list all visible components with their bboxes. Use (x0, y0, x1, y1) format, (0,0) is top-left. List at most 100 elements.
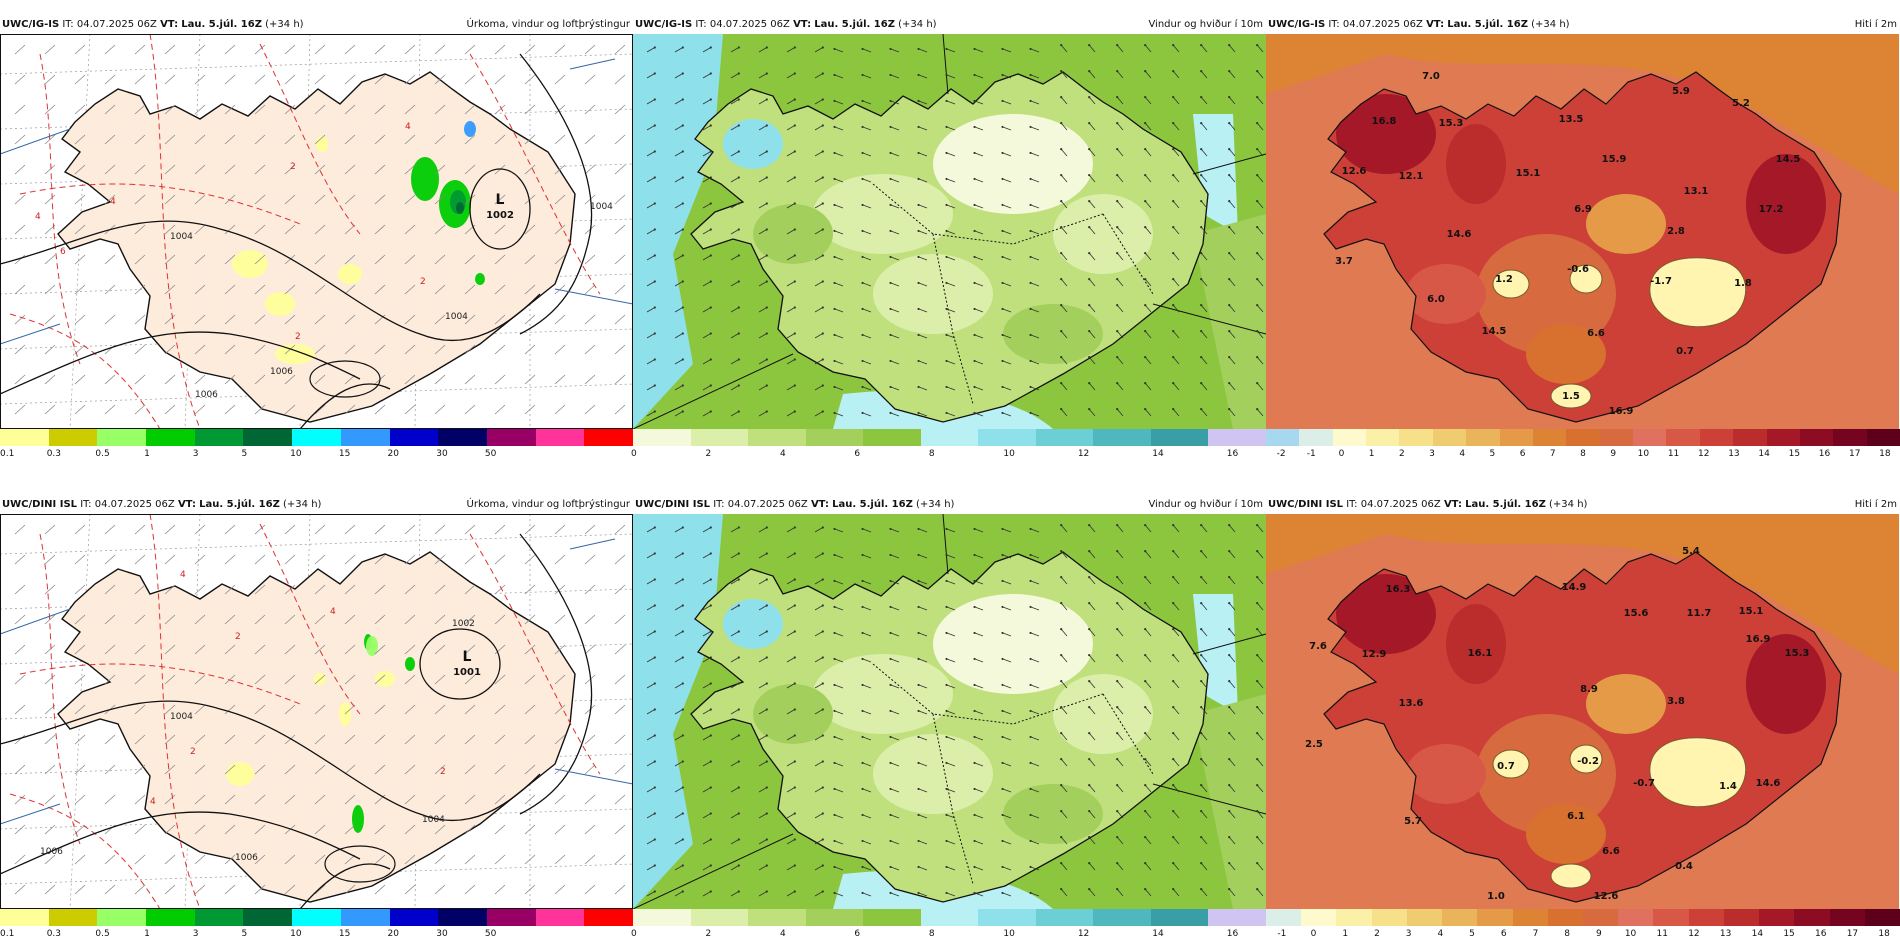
wind-barb (524, 164, 536, 175)
wind-arrow (1200, 706, 1208, 715)
wind-arrow (1002, 892, 1012, 897)
wind-barb (134, 344, 146, 355)
wind-speed-area (1053, 194, 1153, 274)
wind-barb (134, 224, 146, 235)
wind-arrow (1200, 96, 1208, 105)
wind-speed-area (813, 174, 953, 254)
temperature-contour (259, 43, 361, 235)
precip-area (475, 273, 485, 285)
wind-speed-area (1053, 674, 1153, 754)
wind-arrow (786, 553, 795, 559)
wind-arrow (1172, 654, 1180, 663)
wind-barb (494, 884, 506, 895)
wind-arrow (1172, 408, 1180, 417)
colorbar-tick-label: 1 (144, 449, 150, 459)
wind-arrow (946, 606, 956, 611)
wind-arrow (1088, 70, 1096, 79)
cold-glacier-area (1492, 749, 1530, 779)
wind-arrow-head (681, 72, 684, 75)
wind-arrow (730, 553, 739, 559)
colorbar-swatch (1399, 429, 1434, 446)
wind-barb (14, 824, 26, 835)
panel-meta: UWC/IG-IS IT: 04.07.2025 06Z VT: Lau. 5.… (1268, 17, 1570, 33)
wind-arrow (1116, 252, 1124, 261)
wind-barb (464, 44, 476, 55)
wind-barb (434, 374, 446, 385)
wind-arrow (974, 204, 984, 209)
wind-arrow (646, 527, 655, 533)
wind-arrow-head (1060, 278, 1063, 281)
wind-arrow (646, 99, 655, 105)
wind-barb (404, 284, 416, 295)
temperature-contour (39, 53, 81, 365)
precip-area (226, 762, 254, 786)
wind-arrow (646, 47, 655, 53)
colorbar-swatch (748, 909, 807, 926)
wind-arrow (918, 74, 928, 79)
wind-arrow (1116, 122, 1124, 131)
wind-arrow (918, 204, 928, 209)
wind-band-green (1193, 214, 1266, 429)
colorbar-swatch (1093, 429, 1152, 446)
wind-arrow (862, 282, 872, 287)
wind-arrow (974, 230, 984, 235)
wind-barb (254, 824, 266, 835)
wind-barb (164, 704, 176, 715)
wind-arrow-head (973, 787, 976, 791)
wind-arrow-head (1001, 813, 1004, 817)
wind-arrow (890, 632, 900, 637)
wind-arrow-head (1060, 524, 1063, 527)
wind-barb (434, 74, 446, 85)
wind-arrow (890, 152, 900, 157)
wind-arrow (862, 48, 872, 53)
panel-header: UWC/IG-IS IT: 04.07.2025 06Z VT: Lau. 5.… (0, 17, 633, 33)
wind-barb (404, 344, 416, 355)
temperature-value-label: 7.6 (1309, 641, 1327, 652)
wind-arrow-head (709, 760, 712, 763)
wind-barb (254, 104, 266, 115)
wind-arrow-head (681, 630, 684, 633)
wind-arrow-head (793, 202, 796, 205)
init-time: 04.07.2025 06Z (76, 19, 157, 30)
wind-barb (14, 884, 26, 895)
wind-barb (164, 44, 176, 55)
wind-arrow-head (1256, 148, 1259, 151)
wind-barb (14, 734, 26, 745)
wind-arrow-head (973, 151, 976, 155)
wind-arrow (1200, 122, 1208, 131)
wind-arrow (702, 527, 711, 533)
wind-barb (344, 164, 356, 175)
wind-arrow-head (945, 151, 948, 155)
precip-area (265, 292, 295, 316)
wind-arrow-head (1029, 657, 1032, 661)
temperature-value-label: 15.1 (1739, 606, 1764, 617)
wind-arrow (1060, 330, 1068, 339)
temperature-value-label: -0.2 (1577, 756, 1599, 767)
wind-barb (314, 674, 326, 685)
wind-arrow-head (1256, 356, 1259, 359)
wind-barb (74, 44, 86, 55)
wind-arrow-head (861, 891, 864, 895)
wind-arrow (1030, 892, 1040, 897)
wind-arrow (1116, 524, 1124, 533)
low-pressure-value: 1001 (453, 667, 481, 678)
wind-barb (554, 194, 566, 205)
wind-arrow (862, 762, 872, 767)
wind-arrow-head (1144, 732, 1147, 735)
wind-arrow-head (653, 604, 656, 607)
wind-arrow (1088, 784, 1096, 793)
wind-arrow (946, 204, 956, 209)
wind-arrow-head (1029, 735, 1032, 739)
wind-arrow (758, 333, 767, 339)
wind-arrow-head (709, 864, 712, 867)
wind-barb (614, 374, 626, 385)
wind-arrow-head (1228, 408, 1231, 411)
temperature-contour (9, 793, 161, 909)
wind-barb (134, 794, 146, 805)
isobar-label: 1006 (235, 853, 258, 863)
wind-arrow-head (793, 124, 796, 127)
wind-arrow-head (889, 839, 892, 843)
wind-barb (524, 644, 536, 655)
wind-arrow-head (793, 864, 796, 867)
wind-arrow-head (821, 98, 824, 101)
